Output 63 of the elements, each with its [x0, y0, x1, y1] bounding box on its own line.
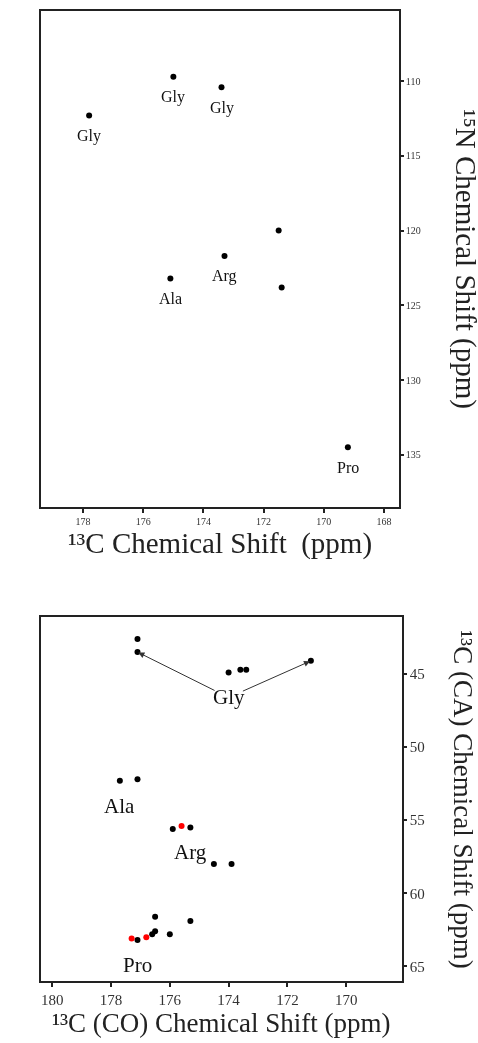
- annotation: Gly: [210, 99, 234, 117]
- point: [169, 825, 176, 832]
- point: [278, 284, 285, 291]
- x-tick-label: 174: [217, 991, 241, 1008]
- point: [128, 935, 135, 942]
- point: [218, 84, 225, 91]
- x-tick-label: 176: [158, 991, 182, 1008]
- point: [237, 666, 244, 673]
- annotation: Arg: [212, 267, 237, 285]
- point: [275, 227, 282, 234]
- annotation: Pro: [337, 459, 360, 476]
- point: [187, 918, 194, 925]
- x-tick-label: 170: [316, 515, 332, 527]
- x-axis-title: ¹³C (CO) Chemical Shift (ppm): [51, 1007, 391, 1038]
- y-tick-label: 50: [409, 739, 425, 756]
- annotation: Gly: [213, 685, 245, 709]
- point: [134, 776, 141, 783]
- point: [243, 666, 250, 673]
- point: [221, 253, 228, 260]
- point: [134, 635, 141, 642]
- point: [170, 73, 177, 80]
- y-tick-label: 65: [409, 958, 425, 975]
- x-tick-label: 172: [256, 515, 272, 527]
- annotation: Gly: [161, 88, 185, 106]
- point: [228, 861, 235, 868]
- point: [134, 937, 141, 944]
- point: [307, 657, 314, 664]
- point: [187, 824, 194, 831]
- x-tick-label: 178: [75, 515, 91, 527]
- x-tick-label: 172: [276, 991, 299, 1008]
- point: [152, 913, 159, 920]
- point: [143, 934, 150, 941]
- y-tick-label: 115: [405, 150, 421, 162]
- x-tick-label: 170: [334, 991, 358, 1008]
- point: [86, 112, 93, 119]
- annotation: Ala: [159, 290, 183, 307]
- annotation: Pro: [123, 953, 153, 977]
- y-tick-label: 125: [405, 299, 421, 311]
- y-tick-label: 110: [405, 75, 421, 87]
- point: [178, 823, 185, 830]
- y-tick-label: 55: [409, 812, 425, 829]
- x-tick-label: 180: [41, 991, 64, 1008]
- annotation: Arg: [174, 840, 207, 864]
- y-axis-title: ¹⁵N Chemical Shift (ppm): [449, 109, 478, 409]
- annotation: Gly: [77, 127, 101, 145]
- point: [225, 669, 232, 676]
- x-tick-label: 176: [135, 515, 151, 527]
- y-axis-title: ¹³C (CA) Chemical Shift (ppm): [448, 630, 478, 969]
- y-tick-label: 45: [409, 666, 425, 683]
- point: [344, 444, 351, 451]
- point: [116, 777, 123, 784]
- point: [210, 861, 217, 868]
- x-tick-label: 168: [376, 515, 392, 527]
- annotation: Ala: [104, 794, 135, 818]
- point: [166, 931, 173, 938]
- y-tick-label: 135: [405, 449, 421, 461]
- x-tick-label: 174: [195, 515, 211, 527]
- x-tick-label: 178: [99, 991, 123, 1008]
- y-tick-label: 120: [405, 225, 421, 237]
- y-tick-label: 60: [409, 885, 425, 902]
- x-axis-title: ¹³C Chemical Shift (ppm): [67, 526, 373, 560]
- point: [167, 275, 174, 282]
- y-tick-label: 130: [405, 374, 421, 386]
